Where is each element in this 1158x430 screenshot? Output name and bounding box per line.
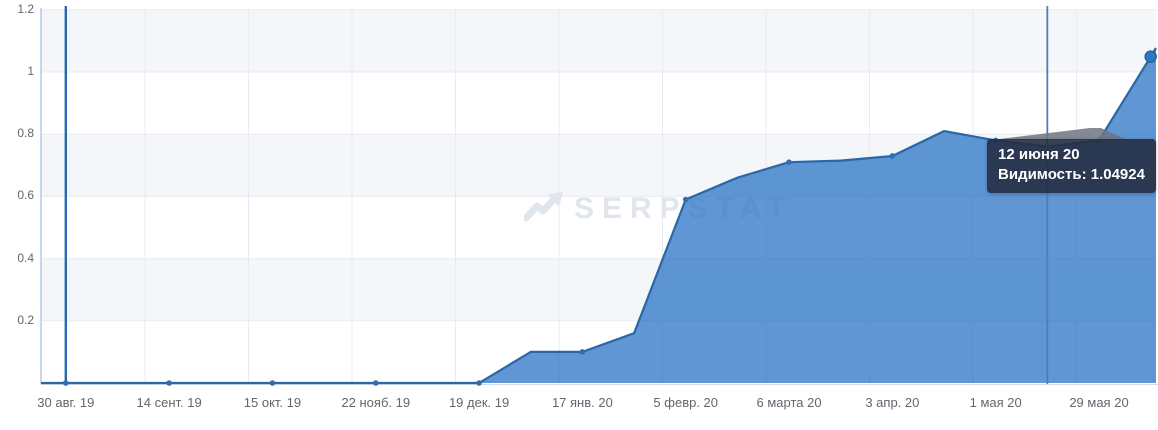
x-axis-label: 1 мая 20 — [969, 395, 1022, 410]
hovered-point-marker[interactable] — [1144, 50, 1157, 63]
x-axis-label: 19 дек. 19 — [448, 395, 510, 410]
data-point-marker[interactable] — [166, 380, 172, 386]
y-axis-label: 0.2 — [17, 312, 34, 327]
x-axis-label: 30 авг. 19 — [37, 395, 95, 410]
x-axis-label: 14 сент. 19 — [136, 395, 202, 410]
x-axis-label: 6 марта 20 — [756, 395, 822, 410]
data-point-marker[interactable] — [63, 380, 69, 386]
x-axis-label: 17 янв. 20 — [551, 395, 613, 410]
x-axis-label: 3 апр. 20 — [865, 395, 920, 410]
visibility-area-fill — [41, 48, 1156, 383]
serpstat-logo-icon — [524, 192, 563, 222]
y-axis-label: 1 — [27, 64, 34, 78]
y-axis-label: 0.6 — [17, 188, 34, 203]
data-point-marker[interactable] — [269, 380, 276, 386]
alternating-band — [41, 9, 1156, 73]
tooltip: 12 июня 20 Видимость: 1.04924 — [987, 139, 1156, 193]
x-axis-label: 29 мая 20 — [1069, 395, 1129, 410]
data-point-marker[interactable] — [889, 153, 896, 159]
data-point-marker[interactable] — [476, 380, 482, 386]
y-axis-label: 0.4 — [17, 250, 34, 265]
tooltip-date: 12 июня 20 — [998, 146, 1080, 163]
y-axis-label: 1.2 — [17, 1, 34, 16]
data-point-marker[interactable] — [579, 349, 586, 355]
y-axis-label: 0.8 — [17, 126, 34, 141]
data-point-marker[interactable] — [372, 380, 379, 386]
data-point-marker[interactable] — [786, 159, 792, 165]
data-point-marker[interactable] — [682, 196, 689, 203]
x-axis-label: 22 нояб. 19 — [341, 395, 411, 410]
x-axis-label: 15 окт. 19 — [243, 395, 302, 410]
tooltip-value: Видимость: 1.04924 — [998, 166, 1145, 183]
x-axis-label: 5 февр. 20 — [653, 395, 719, 410]
